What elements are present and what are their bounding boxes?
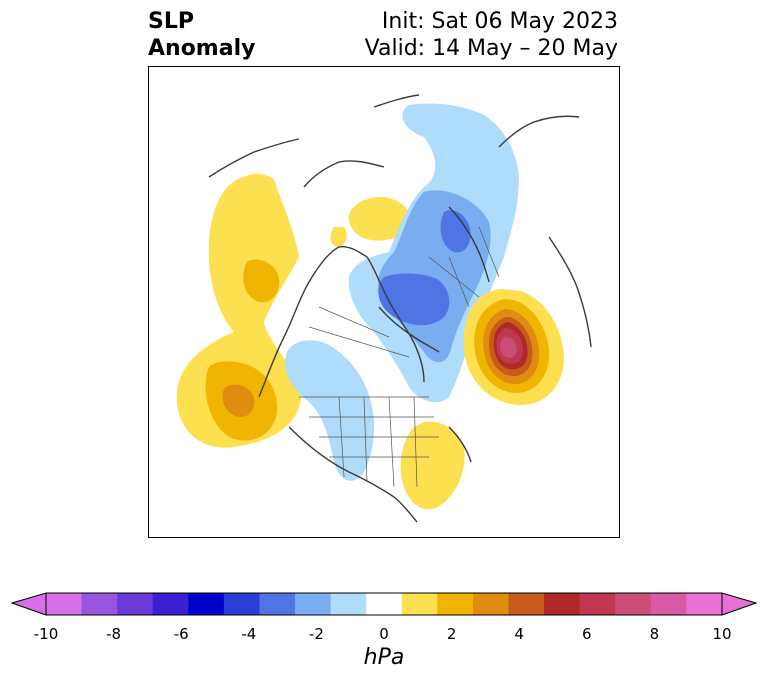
pacific-high-4 [222, 384, 255, 418]
coastlines [208, 94, 592, 523]
colorbar-segment [508, 593, 545, 615]
colorbar [10, 592, 758, 616]
colorbar-segment [295, 593, 332, 615]
colorbar-extend-low [10, 592, 47, 616]
arctic-high [348, 197, 412, 241]
colorbar-tick-label: 0 [379, 625, 389, 643]
title-field: Anomaly [148, 36, 256, 61]
map-panel [148, 66, 620, 538]
colorbar-segment [650, 593, 687, 615]
colorbar-segment [437, 593, 474, 615]
state-borders [299, 226, 500, 488]
anomaly-contours [176, 103, 564, 510]
colorbar-segment [472, 593, 510, 615]
colorbar-tick-label: -4 [241, 625, 257, 643]
colorbar-segment [152, 593, 189, 615]
anomaly-map [176, 94, 592, 523]
colorbar-segment [544, 593, 581, 615]
colorbar-outline [45, 592, 723, 616]
colorbar-segments [46, 593, 723, 615]
colorbar-tick-label: 4 [514, 625, 524, 643]
colorbar-tick-label: -6 [173, 625, 189, 643]
pacific-high-3 [243, 259, 280, 303]
colorbar-tick-label: -2 [308, 625, 324, 643]
colorbar-segment [579, 593, 616, 615]
colorbar-tick-label: 10 [712, 625, 732, 643]
colorbar-extend-high [721, 592, 758, 616]
colorbar-tick-label: -10 [33, 625, 59, 643]
arctic-high-2 [330, 227, 347, 247]
colorbar-segment [259, 593, 296, 615]
map-subtitle: Init: Sat 06 May 2023 Valid: 14 May – 20… [365, 8, 618, 62]
colorbar-segment [330, 593, 367, 615]
colorbar-segment [223, 593, 260, 615]
colorbar-segment [366, 593, 403, 615]
colorbar-segment [81, 593, 118, 615]
atlantic-high-7 [499, 337, 517, 358]
colorbar-segment [401, 593, 438, 615]
eastern-us-high [400, 421, 465, 510]
map-title: SLP Anomaly [148, 8, 255, 62]
colorbar-segment [188, 593, 225, 615]
colorbar-segment [117, 593, 154, 615]
colorbar-tick-label: 6 [582, 625, 592, 643]
na-low [285, 340, 375, 481]
colorbar-segment [686, 593, 723, 615]
colorbar-tick-label: 8 [649, 625, 660, 643]
arctic-low-3b [440, 210, 471, 253]
colorbar-segment [615, 593, 652, 615]
valid-range: Valid: 14 May – 20 May [364, 36, 618, 61]
init-date: Init: Sat 06 May 2023 [381, 9, 618, 34]
units-label: hPa [363, 645, 405, 670]
colorbar-segment [46, 593, 83, 615]
colorbar-tick-label: 2 [446, 625, 457, 643]
colorbar-tick-label: -8 [106, 625, 122, 643]
title-variable: SLP [148, 9, 194, 34]
